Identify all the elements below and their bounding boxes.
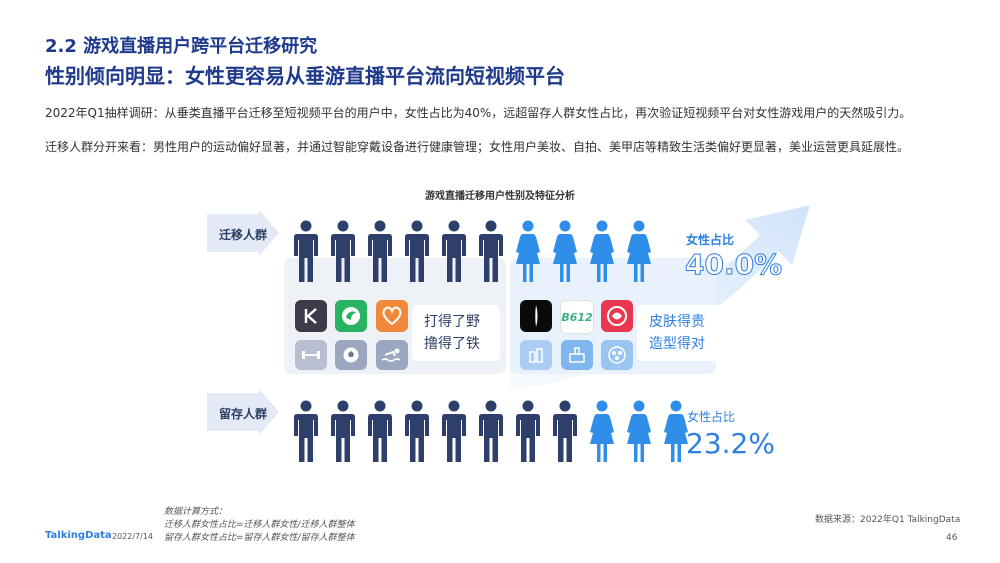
female-person-icon [546, 220, 583, 284]
male-tag-1: 打得了野 [424, 314, 480, 330]
female-person-icon [509, 220, 546, 284]
retained-female-ratio-value: 23.2% [686, 427, 775, 460]
migrated-people-row [287, 220, 657, 284]
male-person-icon [324, 220, 361, 284]
calculation-note-line2: 留存人群女性占比=留存人群女性/留存人群整体 [164, 533, 355, 543]
migrated-row-chevron [207, 210, 279, 256]
keep-app-icon [295, 300, 327, 332]
male-person-icon [324, 400, 361, 464]
footer-date: 2022/7/14 [112, 532, 154, 541]
wearable-app-icon [335, 300, 367, 332]
data-source: 数据来源：2022年Q1 TalkingData [815, 515, 961, 525]
talkingdata-logo: TalkingData [45, 530, 112, 541]
female-person-icon [583, 220, 620, 284]
retained-female-ratio-label: 女性占比 [687, 410, 736, 424]
cosmetics-icon [520, 340, 552, 370]
male-person-icon [509, 400, 546, 464]
female-tag-2: 造型得对 [649, 336, 705, 352]
heart-health-app-icon [376, 300, 408, 332]
b612-app-icon: B612 [560, 300, 594, 334]
male-person-icon [287, 400, 324, 464]
retained-people-row [287, 400, 694, 464]
female-person-icon [657, 400, 694, 464]
migrated-row-label: 迁移人群 [219, 228, 268, 242]
male-person-icon [472, 400, 509, 464]
female-person-icon [620, 400, 657, 464]
male-person-icon [435, 220, 472, 284]
nail-salon-icon [601, 340, 633, 370]
female-person-icon [620, 220, 657, 284]
male-person-icon [435, 400, 472, 464]
retained-row-chevron [207, 389, 279, 435]
summary-paragraph-1: 2022年Q1抽样调研：从垂类直播平台迁移至短视频平台的用户中，女性占比为40%… [45, 106, 912, 120]
female-tag-1: 皮肤得贵 [649, 314, 705, 330]
retained-row-label: 留存人群 [219, 407, 268, 421]
female-tags-box: 皮肤得贵 造型得对 [637, 305, 725, 361]
male-tags-box: 打得了野 撸得了铁 [412, 305, 500, 361]
dumbbell-icon [295, 340, 327, 370]
page-number: 46 [946, 533, 958, 543]
male-person-icon [398, 220, 435, 284]
male-person-icon [287, 220, 324, 284]
section-title: 2.2 游戏直播用户跨平台迁移研究 [45, 36, 318, 57]
makeup-kit-icon [561, 340, 593, 370]
calculation-note-title: 数据计算方式： [164, 507, 228, 517]
migrated-female-ratio-value: 40.0% [684, 248, 783, 282]
page-title: 性别倾向明显：女性更容易从垂游直播平台流向短视频平台 [45, 64, 565, 88]
male-person-icon [546, 400, 583, 464]
calculation-note: 数据计算方式： 迁移人群女性占比=迁移人群女性/迁移人群整体 留存人群女性占比=… [164, 506, 355, 545]
summary-paragraph-2: 迁移人群分开来看：男性用户的运动偏好显著，并通过智能穿戴设备进行健康管理；女性用… [45, 140, 910, 154]
camera-beauty-app-icon [601, 300, 633, 332]
male-person-icon [361, 400, 398, 464]
male-person-icon [361, 220, 398, 284]
migrated-female-ratio-label: 女性占比 [686, 233, 735, 247]
chart-title: 游戏直播迁移用户性别及特征分析 [425, 191, 575, 202]
calculation-note-line1: 迁移人群女性占比=迁移人群女性/迁移人群整体 [164, 520, 355, 530]
swimming-icon [376, 340, 408, 370]
beauty-app-icon [520, 300, 552, 332]
male-tag-2: 撸得了铁 [424, 336, 480, 352]
male-person-icon [398, 400, 435, 464]
male-person-icon [472, 220, 509, 284]
soccer-ball-icon [335, 340, 367, 370]
female-person-icon [583, 400, 620, 464]
